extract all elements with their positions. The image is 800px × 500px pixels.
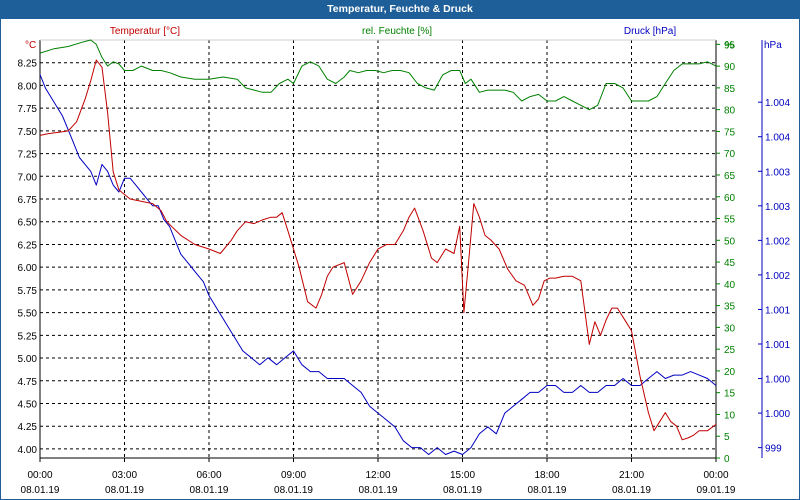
y-tick-hum: 0 bbox=[724, 454, 730, 465]
y-tick-temp: 4.50 bbox=[18, 399, 38, 410]
y-tick-press: 1.004 bbox=[765, 133, 790, 144]
x-tick-date: 08.01.19 bbox=[528, 485, 567, 496]
y-tick-hum: 50 bbox=[724, 236, 736, 247]
y-tick-hum: 80 bbox=[724, 106, 736, 117]
legend-temp: Temperatur [°C] bbox=[110, 26, 180, 37]
y-tick-press: 1.000 bbox=[765, 375, 790, 386]
x-tick-time: 18:00 bbox=[534, 470, 559, 481]
y-tick-temp: 6.00 bbox=[18, 263, 38, 274]
y-tick-press: 1.002 bbox=[765, 236, 790, 247]
unit-press: hPa bbox=[764, 40, 782, 51]
series-line-hum bbox=[39, 39, 717, 111]
y-tick-temp: 7.00 bbox=[18, 172, 38, 183]
x-tick-time: 00:00 bbox=[27, 470, 52, 481]
y-tick-hum: 45 bbox=[724, 258, 736, 269]
y-tick-temp: 4.75 bbox=[18, 377, 38, 388]
x-tick-date: 08.01.19 bbox=[105, 485, 144, 496]
x-tick-time: 12:00 bbox=[365, 470, 390, 481]
y-tick-press: 1.001 bbox=[765, 305, 790, 316]
x-tick-time: 15:00 bbox=[450, 470, 475, 481]
y-tick-hum: 95 bbox=[724, 40, 736, 51]
y-tick-hum: 5 bbox=[724, 432, 730, 443]
y-tick-hum: 85 bbox=[724, 84, 736, 95]
y-tick-hum: 65 bbox=[724, 171, 736, 182]
y-tick-temp: 7.25 bbox=[18, 150, 38, 161]
x-tick-date: 08.01.19 bbox=[274, 485, 313, 496]
y-tick-hum: 25 bbox=[724, 345, 736, 356]
x-tick-date: 08.01.19 bbox=[612, 485, 651, 496]
y-tick-hum: 55 bbox=[724, 215, 736, 226]
y-tick-temp: 6.25 bbox=[18, 240, 38, 251]
y-tick-press: 1.001 bbox=[765, 340, 790, 351]
x-tick-time: 00:00 bbox=[703, 470, 728, 481]
x-tick-date: 09.01.19 bbox=[697, 485, 736, 496]
y-tick-hum: 40 bbox=[724, 280, 736, 291]
y-tick-temp: 5.25 bbox=[18, 331, 38, 342]
y-tick-temp: 4.00 bbox=[18, 445, 38, 456]
y-tick-hum: 60 bbox=[724, 193, 736, 204]
x-tick-date: 08.01.19 bbox=[21, 485, 60, 496]
unit-temp: °C bbox=[25, 40, 36, 51]
y-tick-press: 999 bbox=[765, 444, 782, 455]
y-tick-press: 1.004 bbox=[765, 98, 790, 109]
y-tick-temp: 7.75 bbox=[18, 104, 38, 115]
tick-labels: 00:00 08.01.19 03:00 08.01.19 06:00 08.01.19 0… bbox=[18, 40, 791, 496]
y-tick-temp: 7.50 bbox=[18, 127, 38, 138]
x-tick-date: 08.01.19 bbox=[190, 485, 229, 496]
x-tick-date: 08.01.19 bbox=[359, 485, 398, 496]
series-line-press bbox=[39, 74, 717, 455]
y-tick-hum: 90 bbox=[724, 62, 736, 73]
y-tick-temp: 4.25 bbox=[18, 422, 38, 433]
unit-hum: % bbox=[725, 40, 734, 51]
x-tick-date: 08.01.19 bbox=[443, 485, 482, 496]
x-tick-time: 21:00 bbox=[619, 470, 644, 481]
y-tick-press: 1.000 bbox=[765, 409, 790, 420]
x-tick-time: 06:00 bbox=[196, 470, 221, 481]
y-tick-temp: 8.25 bbox=[18, 59, 38, 70]
grid bbox=[40, 40, 716, 458]
x-tick-time: 09:00 bbox=[281, 470, 306, 481]
y-tick-hum: 10 bbox=[724, 410, 736, 421]
y-tick-hum: 70 bbox=[724, 149, 736, 160]
y-tick-hum: 75 bbox=[724, 127, 736, 138]
axes bbox=[39, 39, 763, 462]
y-tick-temp: 5.50 bbox=[18, 309, 38, 320]
y-tick-temp: 5.75 bbox=[18, 286, 38, 297]
y-tick-hum: 20 bbox=[724, 367, 736, 378]
y-tick-hum: 30 bbox=[724, 323, 736, 334]
y-tick-temp: 6.75 bbox=[18, 195, 38, 206]
y-tick-temp: 5.00 bbox=[18, 354, 38, 365]
series-lines bbox=[39, 39, 717, 455]
y-tick-press: 1.003 bbox=[765, 167, 790, 178]
series-line-temp bbox=[39, 59, 717, 441]
legend-hum: rel. Feuchte [%] bbox=[362, 26, 432, 37]
chart-title: Temperatur, Feuchte & Druck bbox=[0, 0, 800, 18]
y-tick-temp: 8.00 bbox=[18, 81, 38, 92]
x-tick-time: 03:00 bbox=[112, 470, 137, 481]
y-tick-press: 1.002 bbox=[765, 271, 790, 282]
y-tick-temp: 6.50 bbox=[18, 218, 38, 229]
legend-press: Druck [hPa] bbox=[624, 26, 676, 37]
y-tick-hum: 35 bbox=[724, 302, 736, 313]
y-tick-press: 1.003 bbox=[765, 202, 790, 213]
y-tick-hum: 15 bbox=[724, 389, 736, 400]
